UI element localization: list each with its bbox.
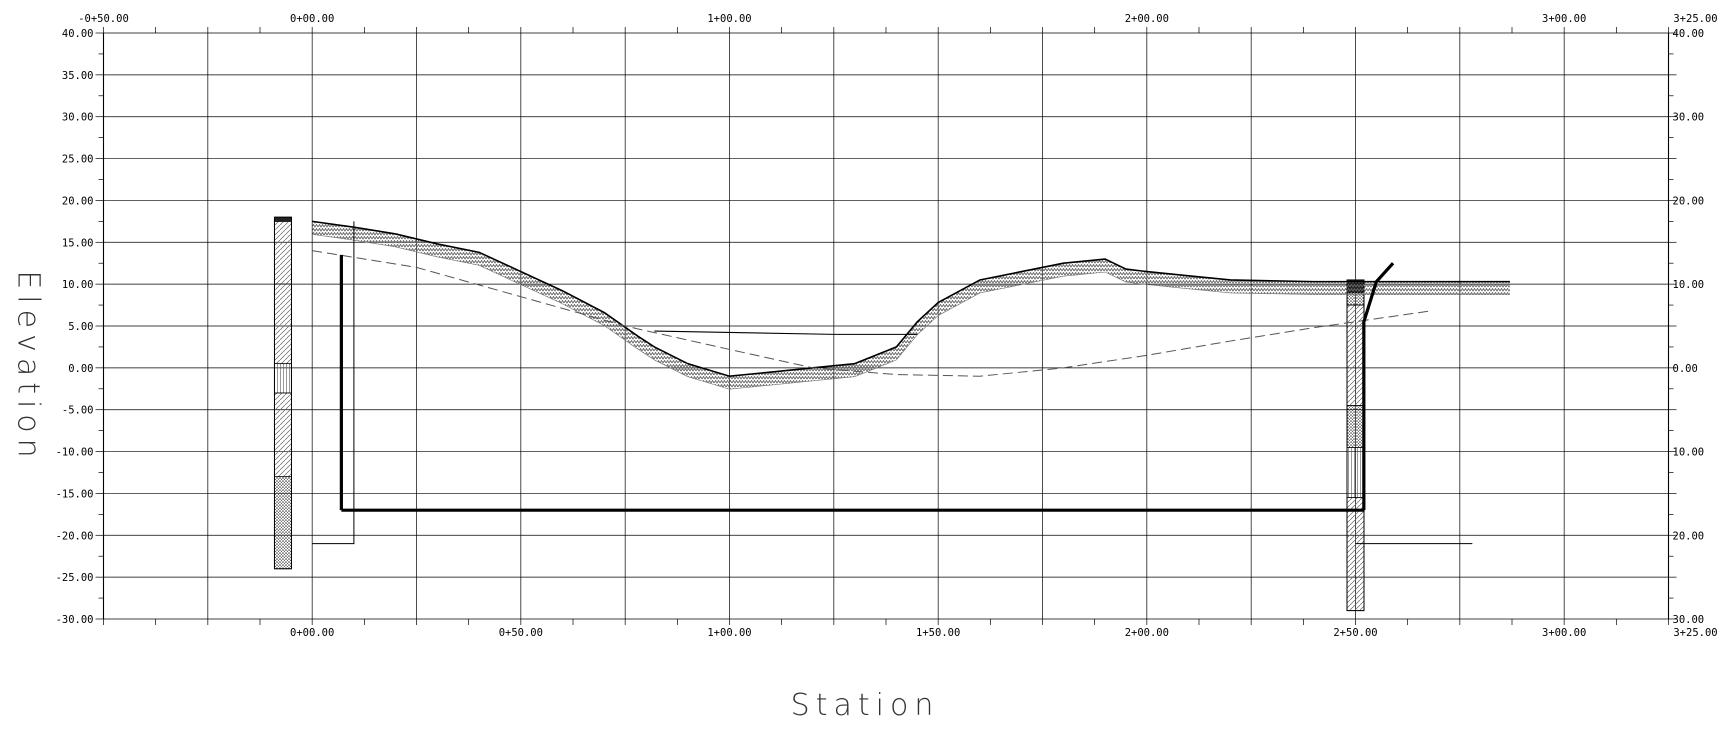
ground-fill	[312, 221, 1510, 390]
y-tick-label-right: 40.00	[1673, 28, 1705, 40]
x-tick-label-top: 1+00.00	[707, 13, 751, 25]
ground-profile	[312, 220, 1510, 390]
boring-layer	[274, 363, 292, 394]
y-tick-label-left: 20.00	[62, 195, 94, 207]
y-tick-label-left: 5.00	[68, 321, 93, 333]
boring-layer	[274, 216, 292, 222]
y-tick-label-left: -25.00	[56, 572, 94, 584]
y-tick-label-right: 30.00	[1673, 614, 1705, 626]
y-tick-label-left: 10.00	[62, 279, 94, 291]
ground-lower-edge	[312, 234, 1510, 390]
y-tick-label-left: 35.00	[62, 70, 94, 82]
y-axis-title: Elevation	[10, 270, 46, 464]
x-tick-label-top: 3+00.00	[1542, 13, 1586, 25]
x-tick-label-bottom: 3+00.00	[1542, 627, 1586, 639]
axis-ticks	[95, 27, 1677, 625]
wall-right-line	[1362, 262, 1395, 511]
y-tick-label-left: 15.00	[62, 237, 94, 249]
y-tick-label-right: 30.00	[1673, 112, 1705, 124]
boring-layer	[1346, 405, 1365, 448]
profile-lines	[312, 221, 1473, 545]
y-tick-label-left: -20.00	[56, 530, 94, 542]
boring-layer	[1346, 304, 1365, 406]
y-tick-label-left: 40.00	[62, 28, 94, 40]
y-tick-label-right: 10.00	[1673, 279, 1705, 291]
x-tick-label-bottom: 3+25.00	[1673, 627, 1717, 639]
boring-logs	[273, 216, 1365, 612]
y-tick-label-right: 0.00	[1673, 363, 1698, 375]
y-tick-label-right: 10.00	[1673, 447, 1705, 459]
y-tick-label-left: -10.00	[56, 447, 94, 459]
x-axis-title: Station	[790, 688, 940, 723]
y-tick-label-left: -15.00	[56, 488, 94, 500]
x-tick-label-bottom: 1+00.00	[707, 627, 751, 639]
x-tick-label-top: 3+25.00	[1673, 13, 1717, 25]
y-tick-label-left: 0.00	[68, 363, 93, 375]
y-tick-label-left: -5.00	[62, 405, 94, 417]
x-tick-label-top: 0+00.00	[290, 13, 334, 25]
ground-surface-line	[312, 220, 1510, 378]
boring-layer	[274, 283, 292, 365]
y-tick-label-right: 20.00	[1673, 530, 1705, 542]
x-tick-label-bottom: 1+50.00	[916, 627, 960, 639]
boring-layer	[274, 476, 292, 570]
tick-labels: -0+50.00 0+00.00 1+00.00 2+00.00 3+00.00 3+25…	[56, 13, 1718, 639]
y-tick-label-left: -30.00	[56, 614, 94, 626]
boring-layer	[274, 392, 292, 478]
x-tick-label-bottom: 2+50.00	[1333, 627, 1377, 639]
x-tick-label-top: 2+00.00	[1125, 13, 1169, 25]
boring-layer	[1346, 497, 1365, 611]
x-tick-label-top: -0+50.00	[78, 13, 129, 25]
dashed-line-line	[312, 250, 1431, 377]
water-surface-line	[654, 330, 918, 335]
y-tick-label-right: 20.00	[1673, 195, 1705, 207]
x-tick-label-bottom: 0+50.00	[499, 627, 543, 639]
y-tick-label-left: 30.00	[62, 112, 94, 124]
x-tick-label-bottom: 0+00.00	[290, 627, 334, 639]
y-tick-label-left: 25.00	[62, 154, 94, 166]
x-tick-label-bottom: 2+00.00	[1125, 627, 1169, 639]
boring-layer	[274, 221, 292, 285]
boring-column	[273, 216, 292, 570]
boring-layer	[1346, 447, 1365, 498]
leader-left-line	[312, 221, 355, 545]
grid	[102, 32, 1670, 620]
